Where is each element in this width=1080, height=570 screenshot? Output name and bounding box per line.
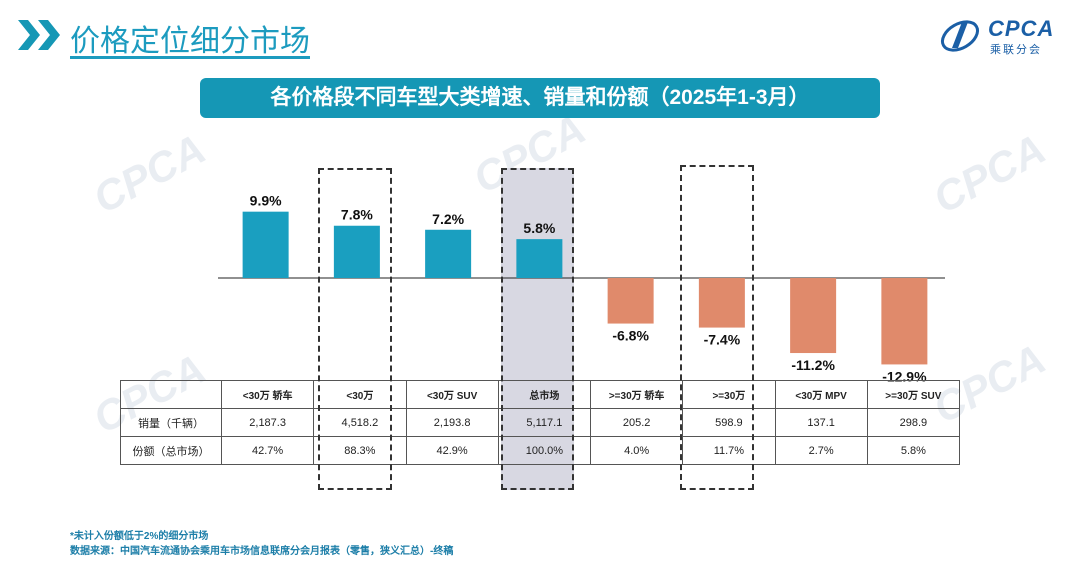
table-cell: 2.7% (774, 436, 868, 465)
bar-4 (607, 278, 654, 324)
table-cell: 598.9 (682, 408, 776, 437)
table-header-cell: >=30万 SUV (866, 380, 961, 409)
footnote: *未计入份额低于2%的细分市场 (70, 531, 209, 542)
bar-value-label: 5.8% (523, 220, 555, 236)
page-title: 价格定位细分市场 (70, 25, 310, 58)
row-label: 销量（千辆） (120, 408, 222, 437)
bar-value-label: -7.4% (704, 332, 741, 348)
table-cell: 2,193.8 (405, 408, 499, 437)
table-header-row: <30万 轿车 <30万 <30万 SUV 总市场 >=30万 轿车 >=30万… (120, 380, 961, 409)
logo-text: CPCA (988, 16, 1055, 41)
bar-value-label: 7.2% (432, 211, 464, 227)
bar-value-label: 7.8% (341, 207, 373, 223)
bar-value-label: -6.8% (612, 328, 649, 344)
table-cell: 42.9% (405, 436, 499, 465)
bar-6 (790, 278, 837, 354)
row-label: 份额（总市场） (120, 436, 222, 465)
chart-subtitle: 各价格段不同车型大类增速、销量和份额（2025年1-3月） (200, 78, 880, 118)
data-table: <30万 轿车 <30万 <30万 SUV 总市场 >=30万 轿车 >=30万… (120, 380, 961, 465)
table-header-cell: <30万 轿车 (220, 380, 315, 409)
data-source: 数据来源：中国汽车流通协会乘用车市场信息联席分会月报表（零售，狭义汇总）-终稿 (70, 546, 454, 557)
table-cell: 2,187.3 (220, 408, 315, 437)
bar-3 (516, 239, 563, 278)
bar-2 (425, 229, 472, 278)
logo: CPCA 乘联分会 (938, 14, 1058, 58)
table-cell: 100.0% (497, 436, 592, 465)
table-cell: 4.0% (589, 436, 684, 465)
logo-icon (940, 20, 980, 52)
table-header-cell: >=30万 轿车 (589, 380, 684, 409)
table-cell: 5.8% (866, 436, 961, 465)
dashed-box-under-30w (318, 168, 392, 490)
table-cell: 42.7% (220, 436, 315, 465)
dashed-box-over-30w (680, 165, 754, 490)
bar-value-label: 9.9% (250, 193, 282, 209)
table-corner-cell (120, 380, 222, 409)
bar-7 (881, 278, 928, 365)
chevron-right-icon (18, 20, 60, 50)
table-cell: 205.2 (589, 408, 684, 437)
bar-5 (698, 278, 745, 328)
logo-subtitle: 乘联分会 (990, 44, 1042, 56)
table-cell: 5,117.1 (497, 408, 592, 437)
dashed-box-total-market (501, 168, 574, 490)
bar-value-label: -11.2% (791, 357, 835, 373)
table-header-cell: <30万 MPV (774, 380, 868, 409)
bar-1 (333, 225, 380, 278)
table-cell: 298.9 (866, 408, 961, 437)
table-cell: 137.1 (774, 408, 868, 437)
bar-0 (242, 211, 289, 278)
table-header-cell: <30万 SUV (405, 380, 499, 409)
table-cell: 11.7% (682, 436, 776, 465)
